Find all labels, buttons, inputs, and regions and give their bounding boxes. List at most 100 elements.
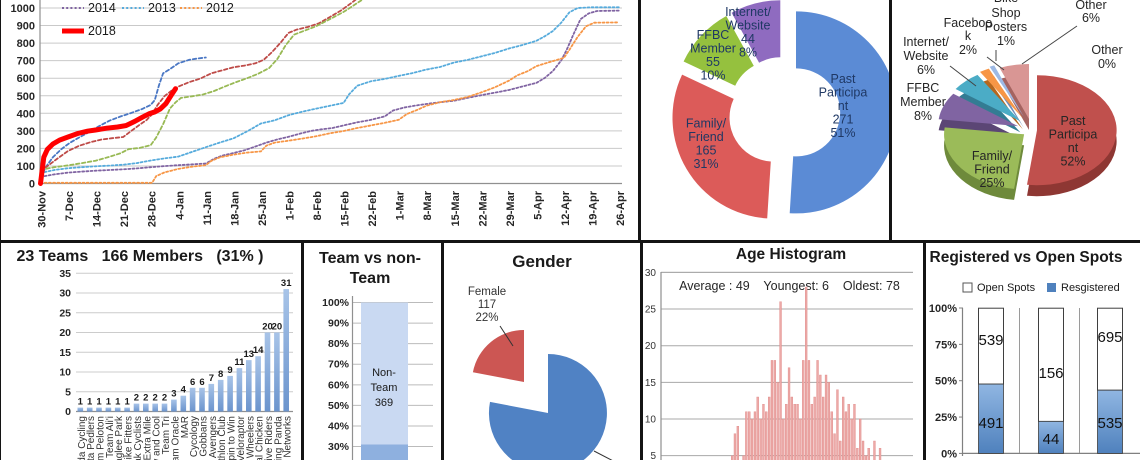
donut-slice-1 (672, 74, 771, 219)
registered-vs-open-spots-panel[interactable]: Registered vs Open Spots Open Spots Resgis… (923, 240, 1140, 460)
svg-text:8-Feb: 8-Feb (312, 191, 324, 221)
registrations-line-chart: 0 100 200 300 400 500 600 700 800 900 1000 30-Nov 7-… (11, 0, 627, 228)
svg-text:271: 271 (833, 113, 854, 127)
svg-text:1: 1 (78, 397, 84, 408)
age-bar (770, 360, 774, 460)
svg-text:8-Mar: 8-Mar (422, 190, 434, 220)
svg-text:13: 13 (243, 349, 254, 360)
svg-text:300: 300 (17, 126, 35, 138)
svg-text:15: 15 (645, 378, 657, 389)
registered-bar (1038, 420, 1064, 454)
age-bar (850, 418, 853, 460)
age-bar (787, 367, 791, 460)
age-histogram-panel[interactable]: Age Histogram Average : 49 Youngest: 6 O… (640, 240, 926, 460)
svg-text:nt: nt (1068, 141, 1079, 155)
svg-text:Family/: Family/ (686, 117, 727, 131)
gender-chart-title: Gender (512, 252, 572, 271)
age-bar (779, 301, 782, 460)
registrations-line-chart-panel[interactable]: 0 100 200 300 400 500 600 700 800 900 1000 30-Nov 7-… (0, 0, 644, 243)
age-bar (785, 404, 788, 460)
age-bar (745, 411, 748, 460)
svg-text:26-Apr: 26-Apr (615, 190, 627, 226)
age-bar (773, 360, 777, 460)
team-vs-nonteam-chart-panel[interactable]: Team vs non- Team 100% 90% 80% 70% 60% 50% 40% 3… (301, 240, 444, 460)
team-bar (143, 403, 149, 412)
svg-text:15-Mar: 15-Mar (450, 190, 462, 226)
age-bar (878, 448, 882, 460)
svg-text:44: 44 (741, 32, 755, 46)
svg-text:80%: 80% (328, 338, 350, 350)
svg-text:22-Mar: 22-Mar (477, 190, 489, 226)
registered-bar (1097, 389, 1123, 454)
svg-text:70%: 70% (328, 359, 350, 371)
team-bar (161, 403, 168, 412)
donut-slice-2 (683, 16, 754, 86)
gender-pie-chart-panel[interactable]: Gender Female 117 22% (441, 240, 644, 460)
svg-text:8%: 8% (914, 109, 932, 123)
svg-text:15: 15 (59, 347, 71, 359)
svg-text:695: 695 (1097, 329, 1122, 346)
svg-text:Website: Website (726, 19, 771, 33)
team-bar (124, 407, 130, 412)
open-spots-bar (978, 307, 1004, 385)
svg-text:6%: 6% (917, 63, 935, 77)
team-bar (199, 387, 205, 412)
svg-text:31%: 31% (693, 157, 718, 171)
svg-text:Non-: Non- (372, 367, 396, 379)
svg-text:117: 117 (478, 299, 496, 311)
svg-text:Team: Team (371, 382, 398, 394)
series-unlabeled-darkred (39, 0, 357, 173)
svg-text:10%: 10% (700, 69, 725, 83)
teams-chart-title: 23 Teams 166 Members (31% ) (16, 248, 264, 265)
svg-text:35: 35 (59, 268, 71, 280)
svg-text:5: 5 (650, 451, 656, 460)
svg-text:100: 100 (17, 161, 35, 173)
svg-text:Open Spots: Open Spots (977, 282, 1036, 294)
svg-text:FFBC: FFBC (907, 81, 940, 95)
female-slice (472, 330, 524, 382)
svg-text:t Extra Mile: t Extra Mile (142, 416, 153, 460)
svg-text:Friend: Friend (688, 130, 723, 144)
svg-text:50%: 50% (328, 400, 350, 412)
team-bar (227, 375, 233, 412)
svg-text:400: 400 (17, 108, 35, 120)
svg-text:90%: 90% (328, 318, 350, 330)
svg-text:2: 2 (143, 393, 148, 404)
team-bar (105, 407, 112, 412)
team-vs-nonteam-chart: 100% 90% 80% 70% 60% 50% 40% 30% Non- Team 369 (322, 296, 433, 460)
svg-text:800: 800 (17, 38, 35, 50)
age-bar (842, 396, 845, 460)
svg-text:Spin to Win: Spin to Win (227, 416, 238, 460)
svg-text:20: 20 (262, 322, 273, 333)
team-bar (208, 383, 215, 412)
age-bar (748, 411, 751, 460)
team-bar (274, 332, 280, 412)
heard-about-3d-pie-chart-panel[interactable]: Past Participa nt 52% Family/Friend 25% FFBC Me… (889, 0, 1140, 243)
age-bar (805, 286, 808, 460)
age-bar (793, 404, 796, 460)
age-bar (867, 448, 870, 460)
age-histogram-title: Age Histogram (735, 246, 847, 263)
svg-text:Team Ali'i: Team Ali'i (105, 416, 116, 458)
svg-text:14: 14 (253, 345, 264, 356)
svg-text:2%: 2% (959, 43, 977, 57)
teams-bar-chart-panel[interactable]: 23 Teams 166 Members (31% ) 0 5 10 15 20 25 30 3… (0, 240, 304, 460)
svg-text:2018: 2018 (88, 24, 116, 38)
svg-text:Internet/: Internet/ (725, 5, 771, 19)
svg-text:Family/: Family/ (972, 149, 1013, 163)
svg-text:9: 9 (227, 365, 232, 376)
age-bar (822, 396, 825, 460)
svg-text:30: 30 (645, 268, 657, 279)
svg-text:7: 7 (209, 373, 214, 384)
open-spots-bar (1097, 307, 1123, 391)
svg-text:156: 156 (1038, 365, 1063, 382)
svg-text:athlon Club: athlon Club (217, 416, 228, 460)
svg-text:g Avengers: g Avengers (208, 416, 219, 460)
svg-text:am Oracle: am Oracle (170, 416, 181, 460)
age-bar (790, 396, 794, 460)
age-bar (836, 389, 839, 460)
heard-about-donut-chart-panel[interactable]: Past Participa nt 271 51% Family/Friend 165 31%… (638, 0, 895, 243)
age-bar (796, 404, 799, 460)
svg-text:14-Dec: 14-Dec (92, 191, 104, 227)
